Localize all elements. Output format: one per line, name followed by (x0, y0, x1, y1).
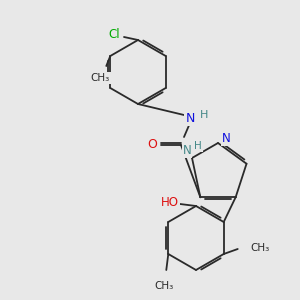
Text: N: N (222, 131, 230, 145)
Text: CH₃: CH₃ (91, 73, 110, 83)
Text: HO: HO (161, 196, 179, 209)
Text: H: H (200, 110, 208, 120)
Text: N: N (183, 143, 191, 157)
Text: Cl: Cl (108, 28, 120, 41)
Text: N: N (185, 112, 195, 124)
Text: O: O (147, 139, 157, 152)
Text: CH₃: CH₃ (155, 281, 174, 291)
Text: H: H (194, 141, 202, 151)
Text: CH₃: CH₃ (251, 243, 270, 253)
